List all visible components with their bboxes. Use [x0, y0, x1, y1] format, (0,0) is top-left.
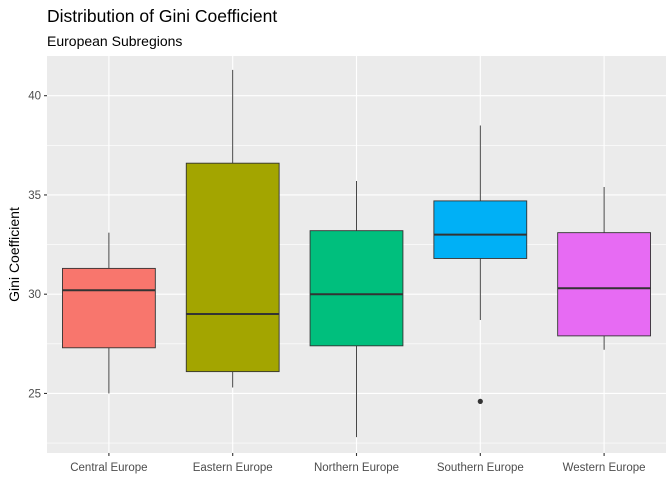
y-tick-label: 25: [28, 388, 41, 400]
y-axis-title: Gini Coefficient: [6, 207, 22, 302]
x-tick-label: Central Europe: [70, 462, 147, 474]
y-tick-label: 40: [28, 91, 41, 103]
outlier-point: [477, 398, 483, 404]
chart-subtitle: European Subregions: [47, 33, 183, 49]
x-tick-label: Southern Europe: [437, 462, 524, 474]
box-western-europe: [557, 187, 651, 350]
x-tick-label: Northern Europe: [314, 462, 399, 474]
box-southern-europe: [433, 125, 528, 404]
y-tick-label: 30: [28, 289, 41, 301]
box-eastern-europe: [185, 69, 280, 388]
boxes-layer: [62, 69, 651, 438]
y-axis: 25 30 35 40: [28, 91, 47, 400]
x-tick-label: Eastern Europe: [193, 462, 273, 474]
y-tick-label: 35: [28, 190, 41, 202]
x-tick-label: Western Europe: [563, 462, 646, 474]
iqr-box: [62, 267, 156, 349]
box-northern-europe: [309, 181, 404, 438]
iqr-box: [309, 230, 404, 347]
iqr-box: [433, 200, 528, 259]
box-central-europe: [62, 232, 156, 394]
chart-title: Distribution of Gini Coefficient: [47, 6, 278, 26]
iqr-box: [557, 232, 651, 337]
x-axis: Central Europe Eastern Europe Northern Eur…: [70, 453, 646, 474]
iqr-box: [185, 162, 280, 373]
